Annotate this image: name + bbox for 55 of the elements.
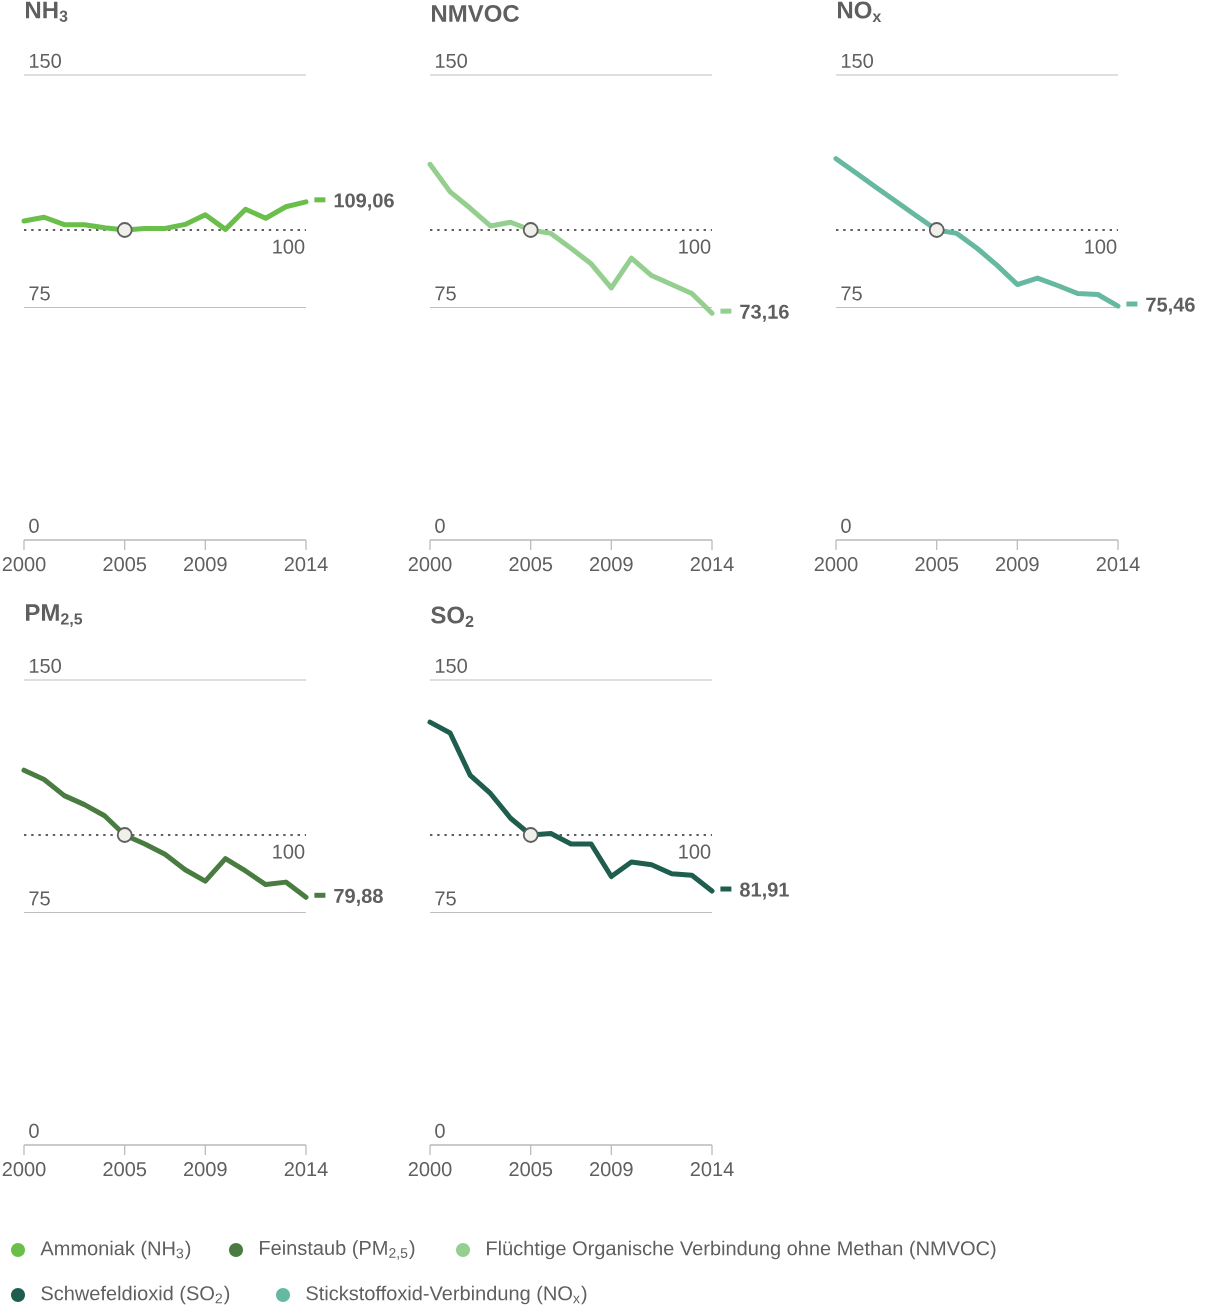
y-tick-label: 150 [435,53,467,68]
x-tick-label: 2000 [814,557,858,572]
data-label: 73,16 [740,304,789,322]
x-tick-label: 2014 [1096,557,1140,572]
x-tick-label: 2014 [690,1162,734,1177]
data-label: 79,88 [334,888,383,906]
x-tick-label: 2000 [2,557,46,572]
data-label: 75,46 [1146,297,1195,315]
x-tick-label: 2014 [284,557,328,572]
legend-label: Stickstoffoxid-Verbindung (NO$_{x}$) [306,1285,587,1305]
y-tick-label: 0 [435,1123,445,1138]
y-tick-label: 0 [435,518,445,533]
x-tick-label: 2005 [915,557,959,572]
legend-label: Schwefeldioxid (SO$_{2}$) [41,1285,230,1305]
chart-title: NMVOC [432,4,520,22]
x-tick-label: 2014 [690,557,734,572]
ref-line-label: 100 [679,844,711,859]
x-tick-label: 2009 [590,1162,633,1177]
y-tick-label: 75 [29,891,50,906]
y-tick-label: 0 [841,518,851,533]
ref-line-label: 100 [679,239,711,254]
legend-label: Flüchtige Organische Verbindung ohne Methan (NMVOC) [487,1240,996,1260]
y-tick-label: 75 [435,286,456,301]
legend-label: Ammoniak (NH$_{3}$) [40,1240,191,1260]
ref-line-label: 100 [273,239,305,254]
y-tick-label: 150 [29,658,61,673]
chart-title: NH$_{3}$ [26,1,68,22]
chart-title: SO$_{2}$ [431,606,474,627]
x-tick-label: 2000 [2,1162,46,1177]
x-tick-label: 2009 [184,1162,227,1177]
y-tick-label: 150 [435,658,467,673]
x-tick-label: 2005 [509,1162,553,1177]
y-tick-label: 75 [435,891,456,906]
ref-line-label: 100 [273,844,305,859]
x-tick-label: 2005 [103,1162,147,1177]
x-tick-label: 2009 [996,557,1039,572]
x-tick-label: 2005 [509,557,553,572]
data-label: 109,06 [334,193,394,211]
x-tick-label: 2009 [590,557,633,572]
y-tick-label: 150 [841,53,873,68]
y-tick-label: 0 [29,1123,39,1138]
chart-title: NO$_{x}$ [838,1,882,22]
y-tick-label: 75 [29,286,50,301]
y-tick-label: 0 [29,518,39,533]
x-tick-label: 2014 [284,1162,328,1177]
chart-title: PM$_{2,5}$ [26,604,83,627]
x-tick-label: 2005 [103,557,147,572]
y-tick-label: 150 [29,53,61,68]
y-tick-label: 75 [841,286,862,301]
data-label: 81,91 [740,882,789,900]
x-tick-label: 2000 [408,557,452,572]
legend-label: Feinstaub (PM$_{2,5}$) [260,1240,415,1260]
x-tick-label: 2009 [184,557,227,572]
ref-line-label: 100 [1085,239,1117,254]
x-tick-label: 2000 [408,1162,452,1177]
